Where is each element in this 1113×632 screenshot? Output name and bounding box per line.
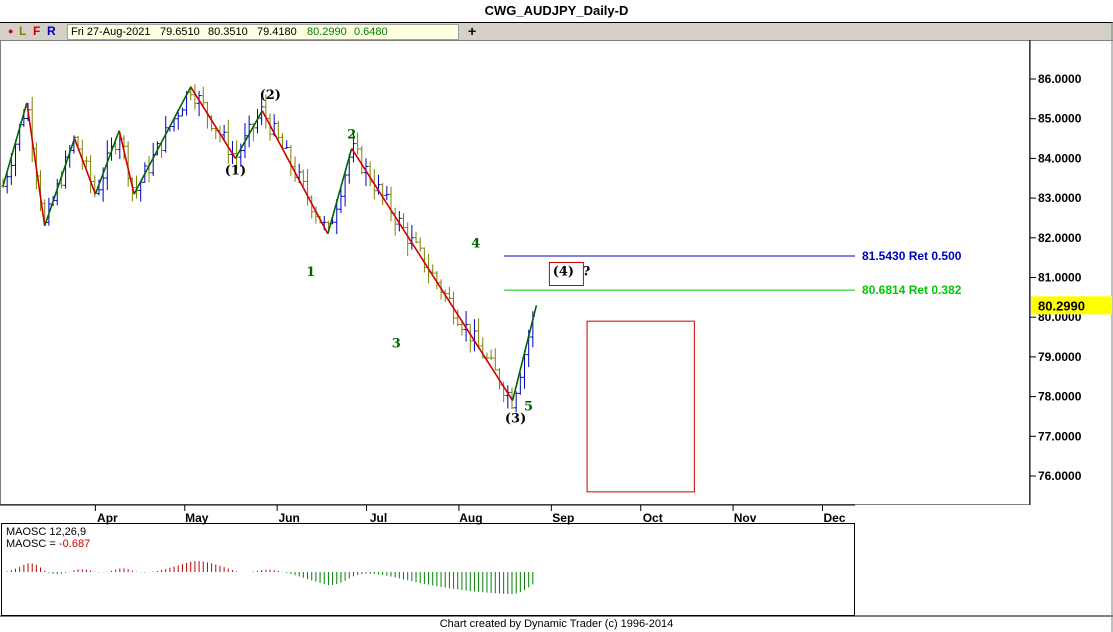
- ohlc-low: 79.4180: [257, 26, 297, 38]
- x-tick-label: May: [185, 511, 209, 525]
- oscillator-pane-frame: [1, 523, 855, 616]
- target-zone-box: [586, 320, 695, 493]
- wave-label: ?: [583, 265, 591, 280]
- ohlc-open: 79.6510: [160, 26, 200, 38]
- wave-label: 2: [347, 127, 356, 142]
- wave-label: 4: [471, 237, 480, 252]
- x-tick-label: Oct: [643, 511, 663, 525]
- y-axis: 86.0000 85.0000 84.0000 83.0000 82.0000 81.00…: [1030, 72, 1112, 483]
- wave-swing-line: [94, 130, 120, 195]
- y-tick-label: 86.0000: [1038, 72, 1082, 86]
- wave-label: 5: [524, 400, 533, 415]
- elliott-wave-lines: [2, 86, 538, 402]
- last-price-label: 80.2990: [1038, 298, 1085, 313]
- ohlc-date: Fri 27-Aug-2021: [71, 26, 151, 38]
- wave-4-box: [548, 262, 584, 286]
- toolbar-button-f[interactable]: F: [33, 24, 41, 38]
- x-tick-label: Nov: [734, 511, 757, 525]
- wave-swing-line: [190, 86, 237, 159]
- wave-label: (2): [260, 88, 281, 103]
- wave-swing-line: [133, 86, 192, 195]
- osc-name: MAOSC 12,26,9: [6, 526, 86, 538]
- x-tick-label: Apr: [97, 511, 118, 525]
- wave-swing-line: [73, 138, 97, 195]
- price-pane-frame: [0, 40, 1030, 505]
- wave-swing-line: [350, 148, 514, 402]
- add-pane-button[interactable]: +: [468, 23, 477, 39]
- retracement-label: 80.6814 Ret 0.382: [862, 283, 962, 297]
- wave-swing-line: [118, 130, 135, 195]
- wave-swing-line: [327, 148, 353, 235]
- ohlc-bars: [1, 84, 535, 413]
- y-tick-label: 85.0000: [1038, 112, 1082, 126]
- window-title: CWG_AUDJPY_Daily-D: [0, 0, 1113, 23]
- y-tick-label: 78.0000: [1038, 390, 1082, 404]
- y-tick-label: 76.0000: [1038, 469, 1082, 483]
- wave-labels: (1) (2) (3) (4) ? 1 2 3 4 5: [225, 88, 591, 427]
- wave-label: 3: [392, 336, 401, 351]
- y-tick-label: 79.0000: [1038, 350, 1082, 364]
- y-tick-label: 82.0000: [1038, 231, 1082, 245]
- wave-swing-line: [2, 102, 28, 187]
- wave-swing-line: [43, 138, 76, 227]
- x-tick-label: Jul: [370, 511, 387, 525]
- osc-value: -0.687: [59, 538, 90, 550]
- ohlc-close: 80.2990: [307, 26, 347, 38]
- last-price-tag: [1031, 296, 1112, 315]
- x-tick-label: Sep: [552, 511, 574, 525]
- y-tick-label: 83.0000: [1038, 191, 1082, 205]
- wave-label: 1: [306, 265, 315, 280]
- toolbar-button-l[interactable]: L: [19, 24, 27, 38]
- toolbar-button-r[interactable]: R: [47, 24, 56, 38]
- retracement-label: 81.5430 Ret 0.500: [862, 249, 962, 263]
- wave-swing-line: [234, 110, 263, 159]
- wave-label: (1): [225, 163, 246, 178]
- y-tick-label: 84.0000: [1038, 151, 1082, 165]
- footer-credit: Chart created by Dynamic Trader (c) 1996…: [439, 618, 674, 630]
- x-tick-label: Jun: [278, 511, 299, 525]
- wave-swing-line: [261, 110, 329, 235]
- ohlc-change: 0.6480: [354, 26, 388, 38]
- retracement-levels: 81.5430 Ret 0.500 80.6814 Ret 0.382: [504, 249, 962, 493]
- wave-swing-line: [26, 102, 46, 227]
- osc-label: MAOSC =: [6, 538, 56, 550]
- wave-label: (3): [505, 412, 526, 427]
- x-tick-label: Dec: [823, 511, 845, 525]
- ohlc-high: 80.3510: [208, 26, 248, 38]
- record-dot-icon[interactable]: ●: [8, 26, 14, 36]
- wave-swing-line: [511, 305, 538, 401]
- y-tick-label: 81.0000: [1038, 271, 1082, 285]
- x-tick-label: Aug: [459, 511, 482, 525]
- x-axis: Apr May Jun Jul Aug Sep Oct Nov Dec: [94, 505, 846, 525]
- y-tick-label: 77.0000: [1038, 429, 1082, 443]
- ohlc-readout: Fri 27-Aug-2021 79.6510 80.3510 79.4180 …: [67, 24, 459, 40]
- wave-label: (4): [553, 265, 574, 280]
